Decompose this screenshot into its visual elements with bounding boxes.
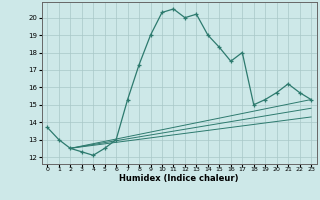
X-axis label: Humidex (Indice chaleur): Humidex (Indice chaleur)	[119, 174, 239, 183]
